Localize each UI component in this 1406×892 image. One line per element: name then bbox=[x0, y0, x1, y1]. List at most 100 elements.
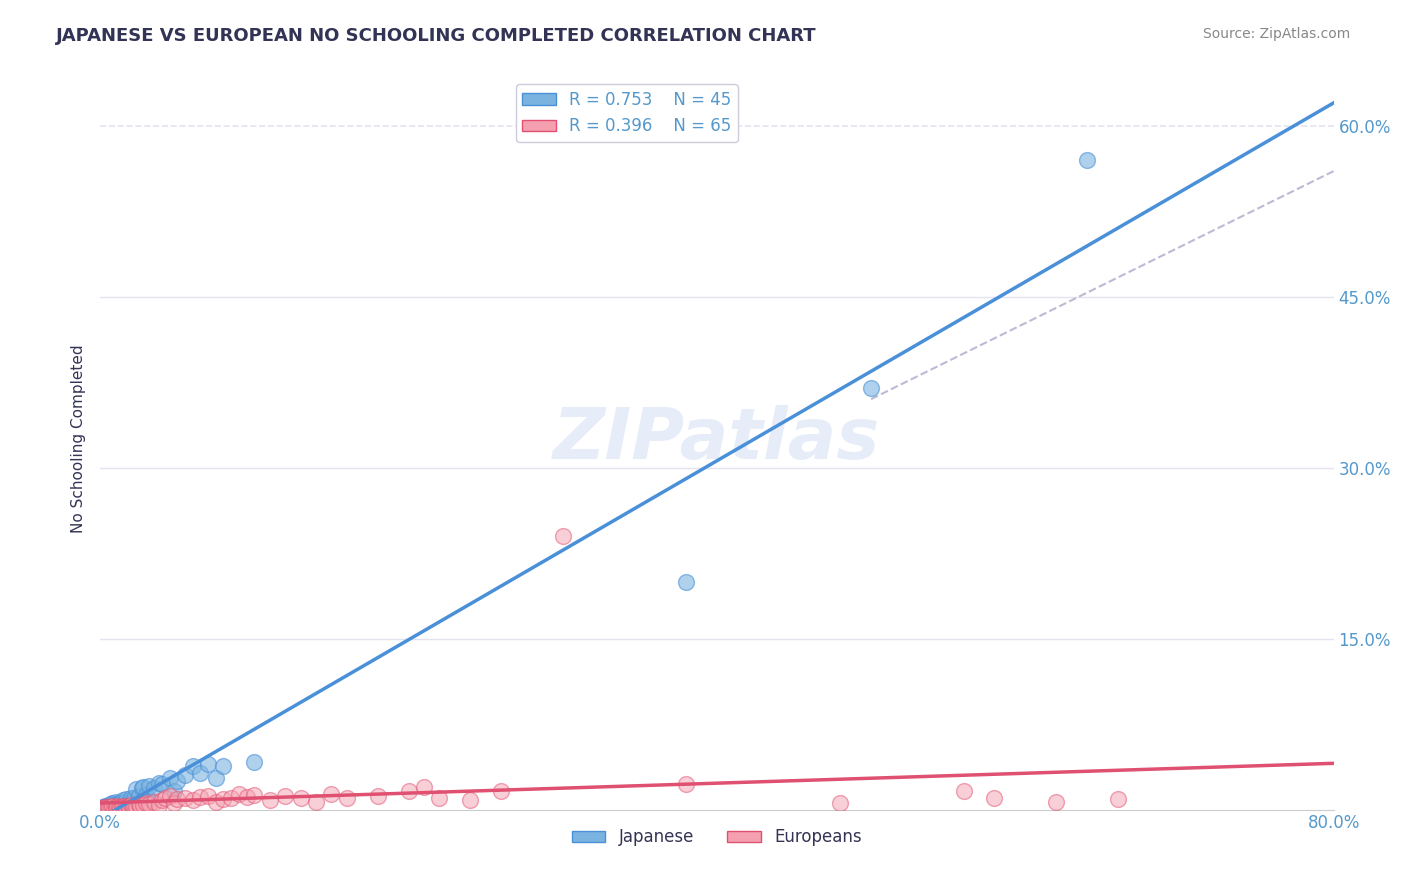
Point bbox=[551, 529, 574, 543]
Point bbox=[90, 801, 112, 815]
Point bbox=[98, 797, 121, 812]
Point bbox=[458, 793, 481, 807]
Point bbox=[114, 800, 136, 814]
Point bbox=[96, 800, 118, 814]
Text: Source: ZipAtlas.com: Source: ZipAtlas.com bbox=[1202, 27, 1350, 41]
Point bbox=[150, 777, 173, 791]
Point bbox=[321, 787, 343, 801]
Point bbox=[1076, 153, 1098, 167]
Point bbox=[135, 788, 157, 802]
Point bbox=[98, 801, 121, 815]
Point bbox=[104, 799, 127, 814]
Point bbox=[398, 784, 420, 798]
Point bbox=[212, 759, 235, 773]
Point bbox=[174, 791, 197, 805]
Point bbox=[243, 755, 266, 769]
Point bbox=[143, 780, 166, 795]
Point bbox=[243, 788, 266, 802]
Point bbox=[259, 793, 281, 807]
Point bbox=[290, 791, 312, 805]
Point bbox=[114, 795, 136, 809]
Point bbox=[148, 776, 170, 790]
Point bbox=[148, 797, 170, 812]
Point bbox=[166, 792, 188, 806]
Point bbox=[100, 800, 122, 814]
Point bbox=[117, 799, 139, 814]
Point bbox=[413, 780, 436, 794]
Point bbox=[94, 799, 117, 814]
Point bbox=[129, 799, 152, 814]
Point bbox=[97, 800, 120, 814]
Point bbox=[1045, 795, 1067, 809]
Point bbox=[105, 797, 128, 811]
Point bbox=[128, 797, 150, 811]
Text: JAPANESE VS EUROPEAN NO SCHOOLING COMPLETED CORRELATION CHART: JAPANESE VS EUROPEAN NO SCHOOLING COMPLE… bbox=[56, 27, 817, 45]
Point bbox=[132, 797, 155, 812]
Point bbox=[163, 796, 186, 810]
Point bbox=[166, 774, 188, 789]
Point bbox=[122, 791, 145, 805]
Point bbox=[830, 796, 852, 810]
Point bbox=[94, 800, 117, 814]
Point bbox=[228, 787, 250, 801]
Point bbox=[427, 791, 450, 805]
Point bbox=[367, 789, 389, 803]
Point bbox=[274, 789, 297, 803]
Point bbox=[174, 768, 197, 782]
Point bbox=[153, 791, 176, 805]
Point bbox=[675, 777, 697, 791]
Point bbox=[983, 791, 1005, 805]
Point bbox=[128, 789, 150, 803]
Point bbox=[107, 800, 129, 814]
Point bbox=[115, 801, 138, 815]
Point bbox=[138, 797, 160, 811]
Point bbox=[121, 800, 143, 814]
Point bbox=[952, 784, 974, 798]
Point bbox=[118, 800, 141, 814]
Point bbox=[197, 789, 219, 803]
Point bbox=[108, 797, 131, 812]
Point bbox=[219, 791, 242, 805]
Point bbox=[675, 574, 697, 589]
Point bbox=[103, 801, 125, 815]
Point bbox=[112, 793, 135, 807]
Point bbox=[91, 801, 114, 815]
Point bbox=[159, 771, 181, 785]
Legend: R = 0.753    N = 45, R = 0.396    N = 65: R = 0.753 N = 45, R = 0.396 N = 65 bbox=[516, 84, 738, 142]
Point bbox=[120, 791, 142, 805]
Point bbox=[305, 795, 328, 809]
Point bbox=[91, 801, 114, 815]
Point bbox=[104, 801, 127, 815]
Point bbox=[122, 799, 145, 814]
Point bbox=[97, 801, 120, 815]
Point bbox=[1107, 792, 1129, 806]
Point bbox=[103, 797, 125, 812]
Point bbox=[112, 799, 135, 814]
Point bbox=[101, 796, 124, 810]
Point bbox=[101, 799, 124, 814]
Point bbox=[104, 800, 127, 814]
Point bbox=[163, 784, 186, 798]
Text: ZIPatlas: ZIPatlas bbox=[553, 405, 880, 474]
Y-axis label: No Schooling Completed: No Schooling Completed bbox=[72, 344, 86, 533]
Point bbox=[96, 801, 118, 815]
Point bbox=[132, 780, 155, 794]
Point bbox=[235, 789, 257, 804]
Point bbox=[181, 793, 204, 807]
Point bbox=[212, 792, 235, 806]
Point bbox=[188, 766, 211, 780]
Point bbox=[138, 779, 160, 793]
Point bbox=[120, 797, 142, 812]
Point bbox=[336, 791, 359, 805]
Point bbox=[131, 780, 153, 795]
Point bbox=[143, 795, 166, 809]
Point bbox=[97, 799, 120, 814]
Point bbox=[115, 792, 138, 806]
Point bbox=[181, 759, 204, 773]
Point bbox=[150, 793, 173, 807]
Point bbox=[90, 801, 112, 815]
Point bbox=[860, 381, 883, 395]
Point bbox=[91, 800, 114, 814]
Point bbox=[105, 799, 128, 814]
Point bbox=[111, 800, 134, 814]
